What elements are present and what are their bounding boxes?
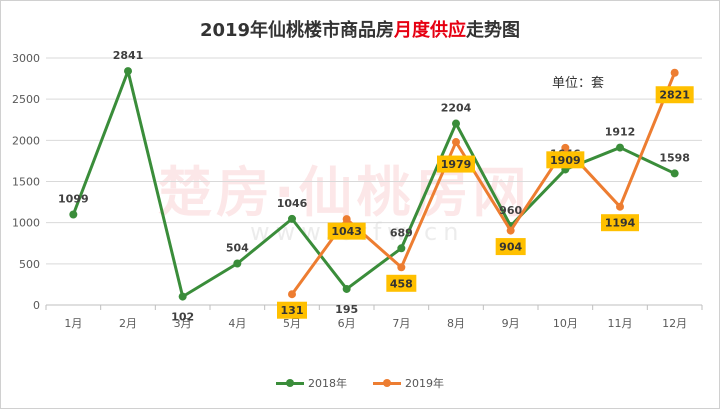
x-tick-label-12: 12月 bbox=[662, 317, 687, 330]
data-point-s1-5 bbox=[288, 290, 296, 299]
data-label-box-2019-5 bbox=[277, 301, 307, 319]
y-tick-label-3000: 3000 bbox=[12, 52, 40, 65]
data-label-2018-8: 2204 bbox=[441, 102, 472, 115]
data-label-box-2019-11 bbox=[601, 214, 639, 232]
x-tick-label-6: 6月 bbox=[338, 317, 356, 330]
legend: 2018年 2019年 bbox=[0, 375, 720, 391]
data-point-s1-11 bbox=[616, 202, 624, 211]
data-point-s1-10 bbox=[561, 143, 570, 152]
title-prefix: 2019年仙桃楼市商品房 bbox=[199, 20, 395, 41]
data-label-2018-9: 960 bbox=[499, 204, 522, 217]
data-label-2019-10: 1909 bbox=[550, 154, 581, 167]
data-label-2019-7: 458 bbox=[390, 277, 413, 290]
x-tick-label-5: 5月 bbox=[283, 317, 301, 330]
x-tick-label-8: 8月 bbox=[447, 317, 465, 330]
data-point-s0-6 bbox=[342, 284, 351, 293]
data-label-box-2019-7 bbox=[386, 274, 417, 292]
data-label-2018-2: 2841 bbox=[113, 49, 144, 62]
data-point-s0-3 bbox=[178, 292, 187, 301]
data-label-box-2019-6 bbox=[327, 222, 366, 240]
chart-title: 2019年仙桃楼市商品房月度供应走势图 bbox=[0, 16, 720, 42]
axis-layer: 0 500 1000 1500 2000 2500 3000 1月 2月 3月 4月 5月 6月 7月 8月… bbox=[12, 52, 703, 330]
x-tick-label-4: 4月 bbox=[228, 317, 246, 330]
series-layer bbox=[69, 67, 679, 301]
y-tick-label-1500: 1500 bbox=[12, 176, 40, 189]
data-label-2018-7: 689 bbox=[390, 226, 413, 239]
data-label-2019-12: 2821 bbox=[659, 89, 690, 102]
x-tick-label-1: 1月 bbox=[64, 317, 82, 330]
y-tick-label-2500: 2500 bbox=[12, 93, 40, 106]
label-layer: 1099284110250410461956892204960164619121… bbox=[58, 49, 694, 324]
data-point-s0-4 bbox=[233, 259, 242, 268]
data-point-s0-11 bbox=[616, 143, 624, 152]
data-label-2019-11: 1194 bbox=[605, 217, 636, 230]
data-label-box-2019-8 bbox=[437, 155, 475, 173]
data-point-s0-5 bbox=[288, 214, 296, 223]
data-point-s0-2 bbox=[124, 67, 132, 76]
data-label-2019-9: 904 bbox=[499, 241, 522, 254]
data-label-2018-12: 1598 bbox=[659, 151, 690, 164]
data-label-2018-4: 504 bbox=[226, 242, 249, 255]
series-line-1 bbox=[290, 72, 677, 296]
x-tick-label-3: 3月 bbox=[174, 317, 192, 330]
x-tick-label-2: 2月 bbox=[119, 317, 137, 330]
data-label-2018-3: 102 bbox=[171, 311, 194, 324]
data-label-box-2019-12 bbox=[655, 86, 694, 104]
legend-item-2018[interactable]: 2018年 bbox=[276, 375, 347, 391]
data-point-s0-8 bbox=[452, 119, 460, 128]
data-label-2018-11: 1912 bbox=[605, 126, 636, 139]
data-label-box-2019-9 bbox=[495, 238, 526, 256]
data-label-2018-5: 1046 bbox=[277, 197, 308, 210]
y-tick-label-0: 0 bbox=[33, 299, 40, 312]
x-tick-label-9: 9月 bbox=[502, 317, 520, 330]
data-point-s0-12 bbox=[670, 169, 679, 178]
x-tick-label-10: 10月 bbox=[553, 317, 578, 330]
data-point-s0-1 bbox=[69, 210, 78, 219]
legend-swatch-2018 bbox=[276, 378, 304, 387]
series-line-0 bbox=[71, 69, 676, 299]
data-label-2018-6: 195 bbox=[335, 303, 358, 316]
data-label-box-2019-10 bbox=[546, 151, 585, 169]
data-point-s1-12 bbox=[670, 68, 679, 77]
legend-item-2019[interactable]: 2019年 bbox=[373, 375, 444, 391]
y-tick-label-2000: 2000 bbox=[12, 134, 40, 147]
data-label-2019-6: 1043 bbox=[331, 225, 362, 238]
data-point-s1-6 bbox=[342, 215, 351, 224]
legend-label-2019: 2019年 bbox=[405, 377, 444, 390]
legend-swatch-2019 bbox=[373, 378, 401, 387]
data-point-s1-8 bbox=[452, 138, 460, 147]
x-tick-label-11: 11月 bbox=[608, 317, 633, 330]
data-label-2018-1: 1099 bbox=[58, 193, 89, 206]
title-highlight: 月度供应 bbox=[394, 20, 467, 41]
data-point-s0-7 bbox=[397, 244, 406, 253]
data-label-2019-8: 1979 bbox=[441, 158, 472, 171]
data-label-2019-5: 131 bbox=[281, 304, 304, 317]
x-tick-label-7: 7月 bbox=[392, 317, 410, 330]
legend-label-2018: 2018年 bbox=[308, 377, 347, 390]
data-point-s1-9 bbox=[506, 226, 515, 235]
y-tick-label-1000: 1000 bbox=[12, 217, 40, 230]
data-point-s1-7 bbox=[397, 263, 406, 272]
title-suffix: 走势图 bbox=[466, 20, 521, 41]
y-tick-label-500: 500 bbox=[19, 258, 40, 271]
unit-label: 单位：套 bbox=[552, 76, 605, 91]
